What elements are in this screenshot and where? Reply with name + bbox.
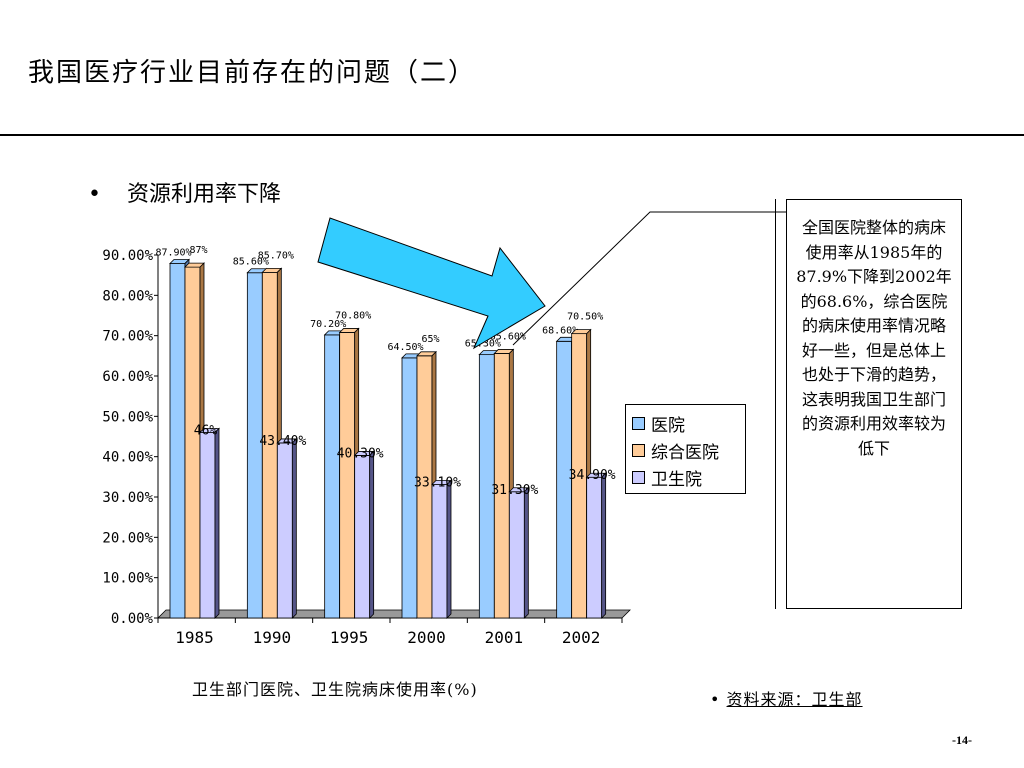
legend-item-general-hospital: 综合医院 <box>632 437 745 464</box>
bullet-marker: • <box>88 182 101 207</box>
bar <box>339 332 356 619</box>
data-label: 33.10% <box>414 475 461 490</box>
bar <box>276 442 293 619</box>
data-label: 85.60% <box>233 257 269 268</box>
x-tick-label: 2002 <box>562 628 601 647</box>
y-tick-label: 60.00% <box>102 369 153 385</box>
data-label: 43.40% <box>259 434 306 449</box>
y-tick-label: 0.00% <box>111 611 154 627</box>
chart-caption: 卫生部门医院、卫生院病床使用率(%) <box>192 680 478 699</box>
y-tick-label: 10.00% <box>102 571 153 587</box>
y-tick-label: 90.00% <box>102 248 153 264</box>
data-label: 40.30% <box>337 446 384 461</box>
legend-swatch-hospital <box>632 417 645 430</box>
page-title: 我国医疗行业目前存在的问题（二） <box>28 58 477 88</box>
data-label: 87.90% <box>155 247 191 258</box>
data-label: 65% <box>421 334 439 345</box>
y-tick-label: 70.00% <box>102 329 153 345</box>
bar-side <box>369 450 375 619</box>
bar <box>586 476 603 619</box>
source-label: 资料来源：卫生部 <box>726 690 863 709</box>
callout-box: 全国医院整体的病床使用率从1985年的87.9%下降到2002年的68.6%，综… <box>786 199 962 609</box>
data-label: 34.90% <box>569 468 616 483</box>
bar <box>199 432 216 619</box>
x-tick-label: 1985 <box>175 628 214 647</box>
legend-item-hospital: 医院 <box>632 410 745 437</box>
data-label: 70.80% <box>335 310 371 321</box>
x-tick-label: 2001 <box>485 628 524 647</box>
chart-legend: 医院 综合医院 卫生院 <box>625 404 746 494</box>
data-label: 64.50% <box>387 342 423 353</box>
bar-side <box>214 427 220 619</box>
bar <box>508 491 525 619</box>
bar <box>431 484 448 619</box>
data-label: 70.50% <box>567 312 603 323</box>
x-tick-label: 1995 <box>330 628 369 647</box>
page-number: -14- <box>952 733 972 747</box>
y-tick-label: 80.00% <box>102 288 153 304</box>
data-label: 31.30% <box>491 483 538 498</box>
bar <box>324 334 341 619</box>
callout-frame-line <box>775 199 776 609</box>
bar-side <box>291 437 297 619</box>
x-tick-label: 2000 <box>407 628 446 647</box>
bar-side <box>446 479 452 619</box>
data-label: 65.60% <box>490 331 526 342</box>
legend-label-general-hospital: 综合医院 <box>651 443 719 463</box>
y-tick-label: 50.00% <box>102 409 153 425</box>
y-tick-label: 30.00% <box>102 490 153 506</box>
bar-side <box>601 472 607 619</box>
source-bullet: • <box>710 690 721 709</box>
legend-label-hospital: 医院 <box>651 416 685 436</box>
legend-label-township-clinic: 卫生院 <box>651 470 702 490</box>
bar <box>169 263 186 619</box>
x-tick-label: 1990 <box>253 628 292 647</box>
bullet-text: 资源利用率下降 <box>126 182 281 207</box>
bar <box>184 266 201 619</box>
data-label: 87% <box>189 245 207 256</box>
source-note: • 资料来源：卫生部 <box>710 686 863 710</box>
bullet-resource-utilization: • 资源利用率下降 <box>88 176 281 208</box>
legend-swatch-general-hospital <box>632 444 645 457</box>
title-divider <box>0 134 1024 136</box>
legend-swatch-township-clinic <box>632 471 645 484</box>
bar-side <box>523 486 529 619</box>
data-label: 46% <box>194 423 218 438</box>
data-label: 85.70% <box>258 250 294 261</box>
y-tick-label: 40.00% <box>102 450 153 466</box>
bar <box>354 455 371 619</box>
legend-item-township-clinic: 卫生院 <box>632 464 745 491</box>
y-tick-label: 20.00% <box>102 530 153 546</box>
